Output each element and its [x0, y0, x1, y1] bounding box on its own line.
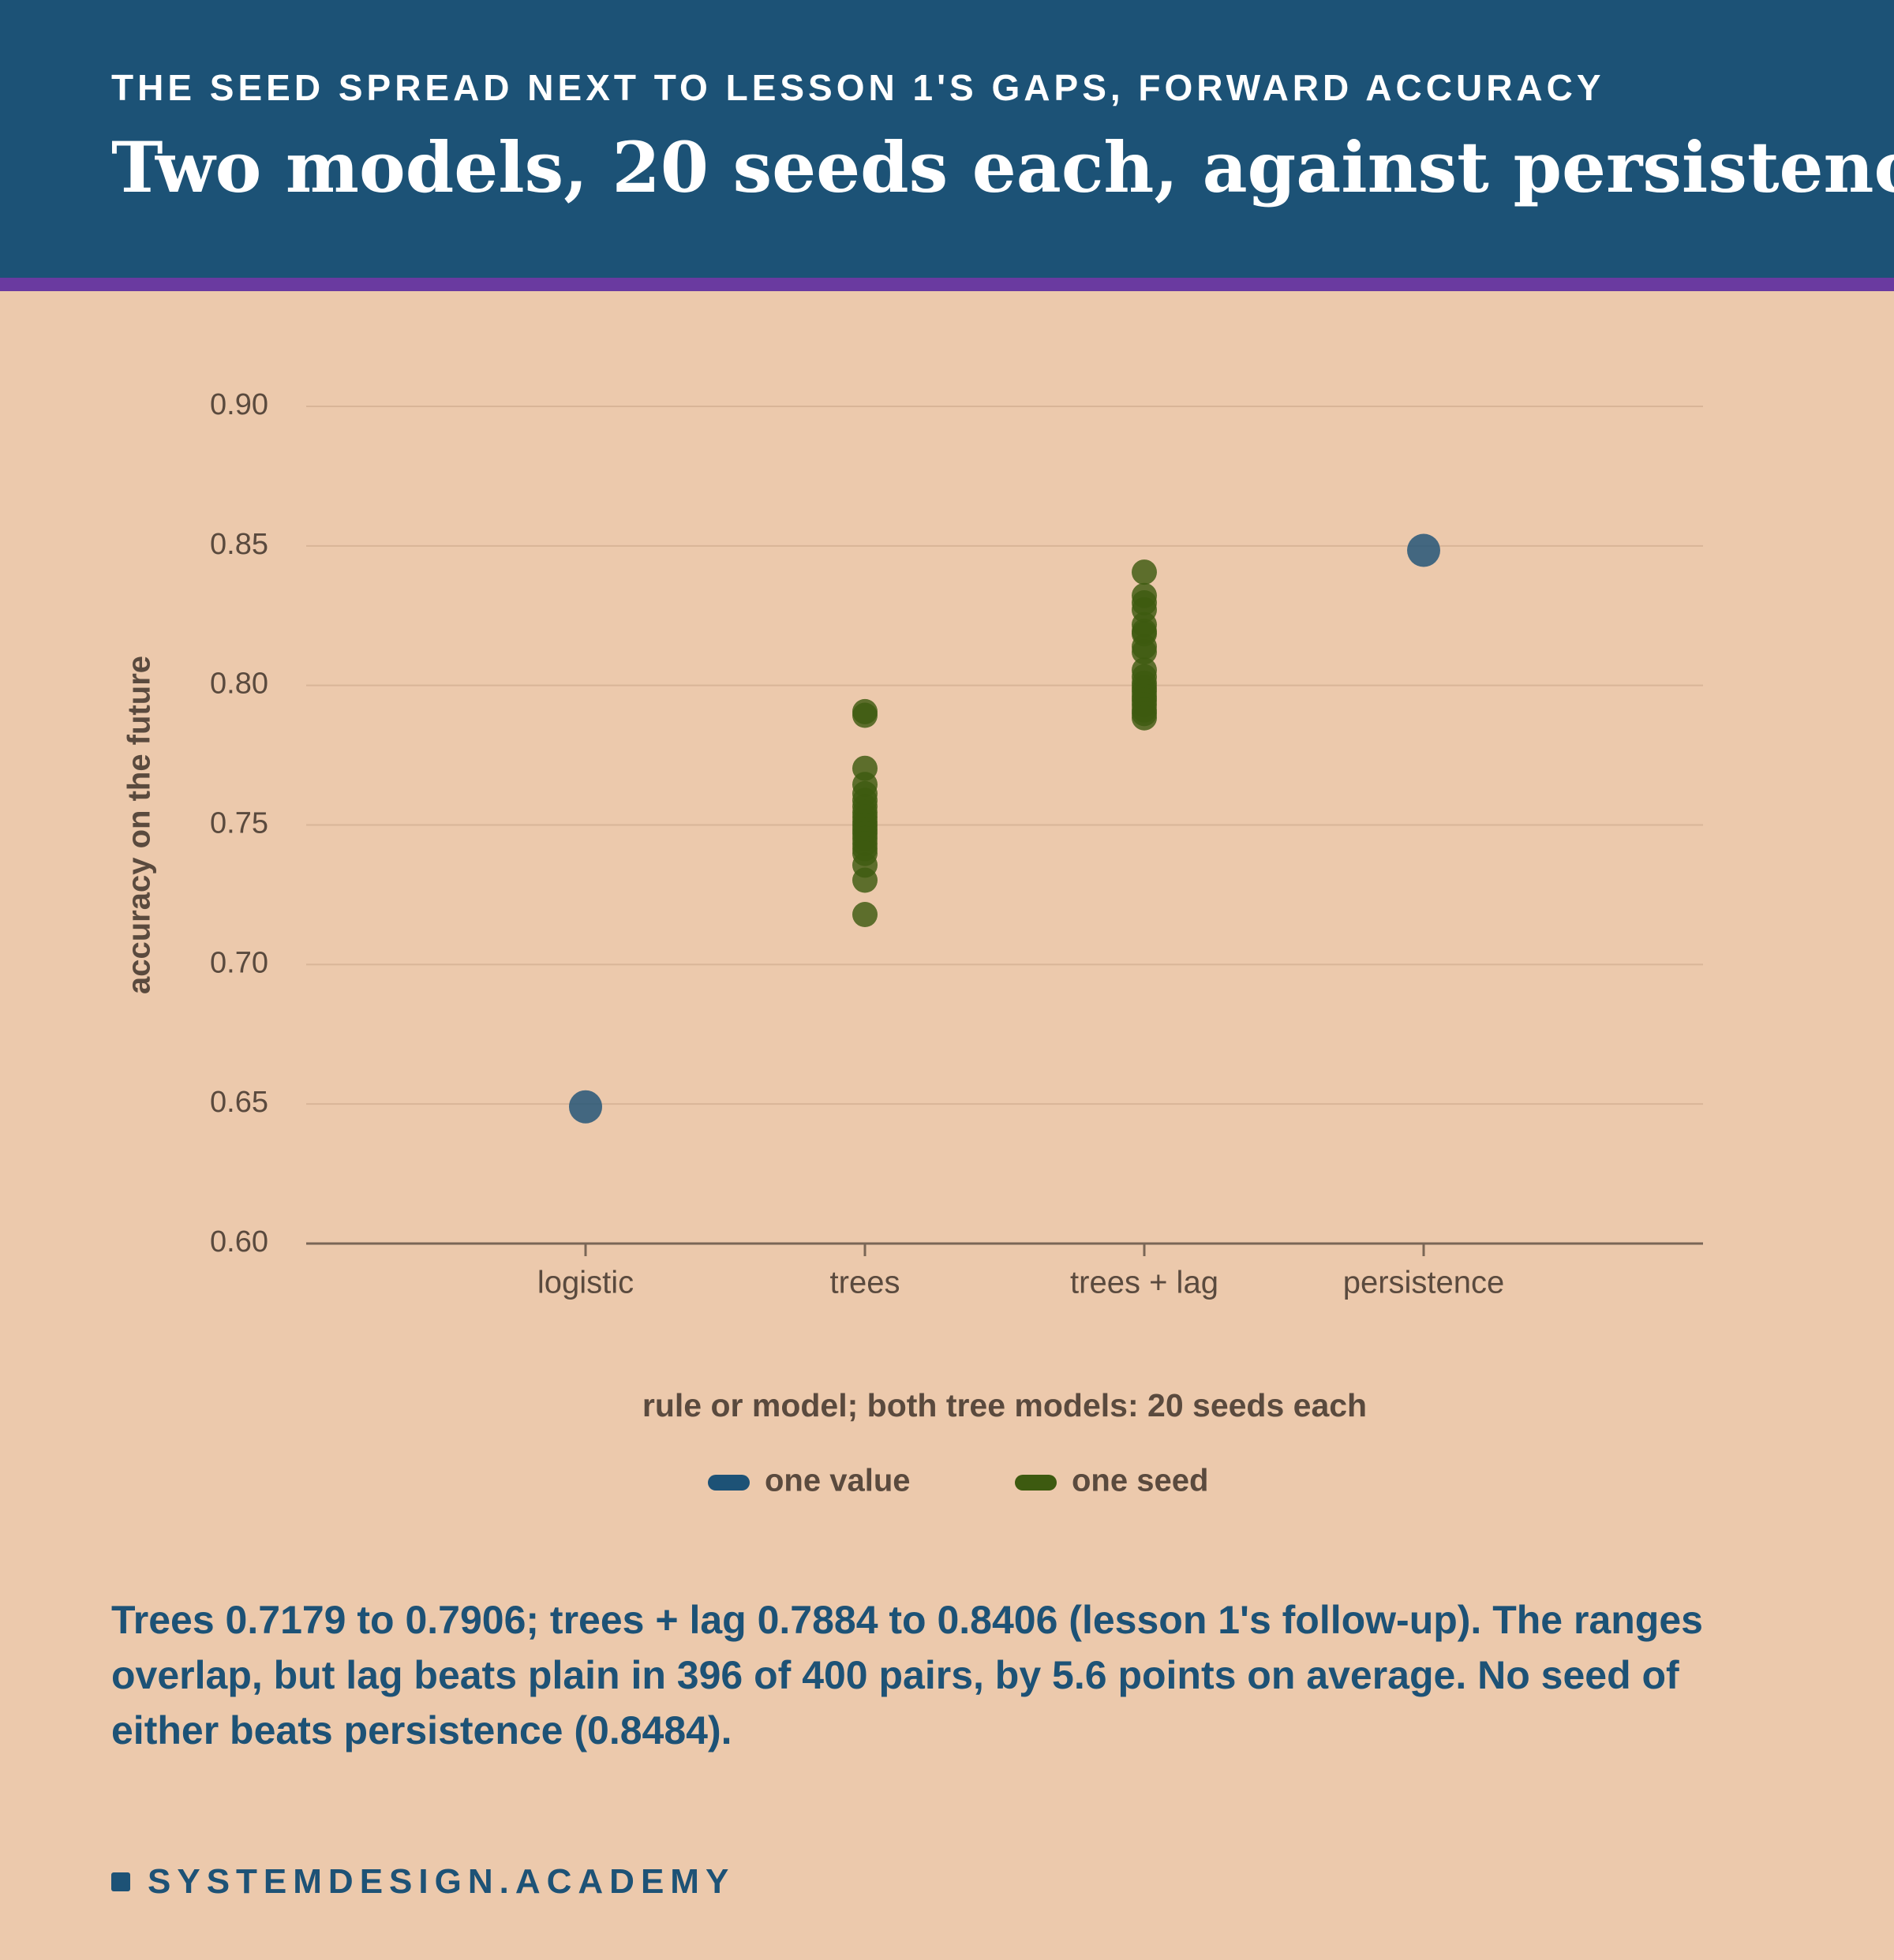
y-tick-label: 0.85	[210, 528, 268, 561]
seed-dot	[852, 867, 878, 893]
chart: 0.60 0.65 0.70 0.75 0.80 0.85 0.90 accuracy on …	[122, 388, 1703, 1498]
seed-dot	[1132, 559, 1157, 585]
footer-text: SYSTEMDESIGN.ACADEMY	[148, 1862, 736, 1901]
note: Trees 0.7179 to 0.7906; trees + lag 0.78…	[111, 1598, 1703, 1752]
x-tick-label: persistence	[1343, 1266, 1505, 1300]
y-axis-title: accuracy on the future	[122, 656, 157, 994]
seed-dot	[852, 702, 878, 728]
legend-label: one value	[765, 1464, 911, 1498]
kicker: THE SEED SPREAD NEXT TO LESSON 1'S GAPS,…	[111, 67, 1605, 108]
chart-title: Two models, 20 seeds each, against persi…	[111, 126, 1894, 208]
footer: SYSTEMDESIGN.ACADEMY	[111, 1862, 735, 1902]
seed-dot	[1132, 639, 1157, 665]
legend-label: one seed	[1072, 1464, 1208, 1498]
x-axis-title: rule or model; both tree models: 20 seed…	[642, 1387, 1367, 1423]
x-tick-label: logistic	[537, 1266, 634, 1300]
value-dot	[569, 1090, 602, 1124]
x-tick-label: trees + lag	[1070, 1266, 1218, 1300]
legend-swatch	[708, 1475, 750, 1491]
header: THE SEED SPREAD NEXT TO LESSON 1'S GAPS,…	[0, 0, 1894, 291]
y-tick-label: 0.80	[210, 668, 268, 701]
y-tick-label: 0.70	[210, 946, 268, 979]
value-dot	[1407, 533, 1440, 567]
y-tick-label: 0.60	[210, 1225, 268, 1259]
y-tick-label: 0.65	[210, 1086, 268, 1119]
seed-dot	[852, 902, 878, 928]
y-tick-label: 0.90	[210, 388, 268, 421]
seed-dot	[1132, 705, 1157, 731]
x-tick-label: trees	[830, 1266, 900, 1300]
legend-swatch	[1015, 1475, 1057, 1491]
y-tick-label: 0.75	[210, 807, 268, 840]
footer-mark	[111, 1872, 130, 1891]
